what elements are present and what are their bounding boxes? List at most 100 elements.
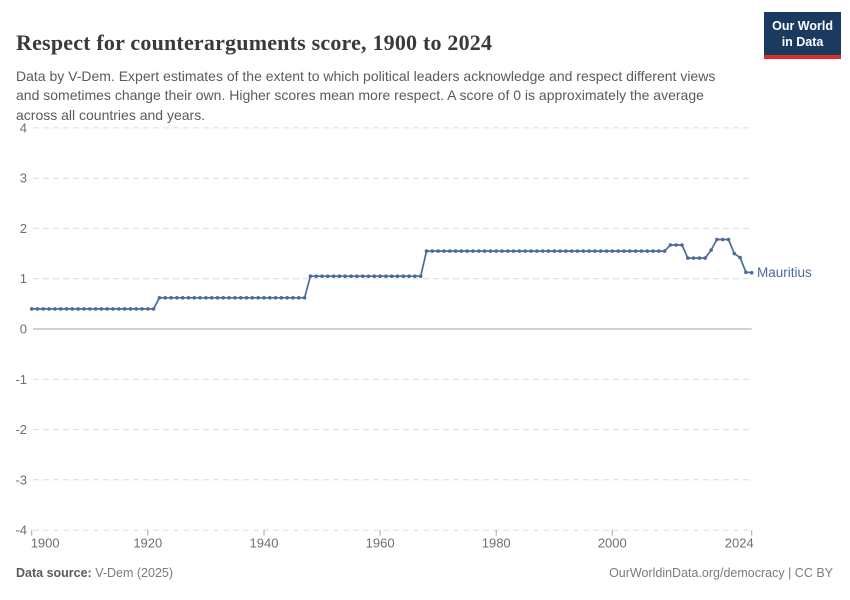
data-point[interactable] (58, 307, 63, 311)
data-point[interactable] (151, 307, 156, 311)
data-point[interactable] (720, 237, 725, 242)
data-point[interactable] (662, 249, 667, 253)
data-point[interactable] (355, 274, 359, 279)
data-point[interactable] (256, 296, 261, 300)
data-point[interactable] (552, 249, 557, 253)
data-point[interactable] (633, 249, 638, 253)
data-point[interactable] (459, 249, 464, 253)
data-point[interactable] (453, 249, 458, 253)
data-point[interactable] (209, 296, 214, 300)
data-point[interactable] (35, 307, 40, 311)
data-point[interactable] (128, 307, 133, 311)
data-point[interactable] (343, 274, 348, 279)
data-point[interactable] (111, 307, 115, 311)
data-point[interactable] (163, 296, 167, 300)
data-point[interactable] (82, 307, 86, 311)
series-line[interactable] (31, 238, 752, 310)
data-point[interactable] (442, 249, 446, 253)
data-point[interactable] (76, 307, 80, 311)
data-point[interactable] (198, 296, 202, 300)
data-point[interactable] (604, 249, 609, 253)
data-point[interactable] (308, 274, 313, 279)
data-point[interactable] (616, 249, 620, 253)
data-point[interactable] (488, 249, 493, 253)
data-point[interactable] (169, 296, 173, 300)
data-point[interactable] (709, 248, 713, 252)
data-point[interactable] (413, 274, 417, 279)
data-point[interactable] (407, 274, 411, 279)
data-point[interactable] (204, 296, 208, 300)
data-point[interactable] (645, 249, 649, 253)
data-point[interactable] (134, 307, 138, 311)
data-point[interactable] (430, 249, 435, 253)
data-point[interactable] (157, 296, 162, 300)
data-point[interactable] (749, 270, 754, 275)
data-point[interactable] (291, 296, 295, 300)
data-point[interactable] (53, 307, 57, 311)
data-point[interactable] (64, 307, 69, 311)
data-point[interactable] (47, 307, 51, 311)
data-point[interactable] (320, 274, 324, 279)
data-point[interactable] (686, 256, 690, 260)
data-point[interactable] (122, 307, 127, 311)
data-point[interactable] (523, 249, 527, 253)
data-point[interactable] (302, 296, 307, 300)
data-point[interactable] (529, 249, 533, 253)
data-point[interactable] (610, 249, 615, 253)
data-point[interactable] (93, 307, 98, 311)
data-point[interactable] (378, 274, 382, 279)
data-point[interactable] (482, 249, 487, 253)
series-label-mauritius[interactable]: Mauritius (757, 265, 812, 280)
data-point[interactable] (238, 296, 243, 300)
data-point[interactable] (744, 270, 748, 275)
data-point[interactable] (575, 249, 580, 253)
data-point[interactable] (564, 249, 568, 253)
data-point[interactable] (622, 249, 626, 253)
data-point[interactable] (140, 307, 144, 311)
data-point[interactable] (424, 249, 429, 253)
data-point[interactable] (227, 296, 231, 300)
data-point[interactable] (500, 249, 504, 253)
data-point[interactable] (732, 251, 737, 256)
owid-logo[interactable]: Our World in Data (764, 12, 841, 59)
data-point[interactable] (465, 249, 470, 253)
data-point[interactable] (175, 296, 179, 300)
data-point[interactable] (70, 307, 75, 311)
data-point[interactable] (703, 256, 707, 260)
data-point[interactable] (494, 249, 499, 253)
data-point[interactable] (389, 274, 394, 279)
data-point[interactable] (186, 296, 191, 300)
data-point[interactable] (581, 249, 586, 253)
data-point[interactable] (192, 296, 197, 300)
data-point[interactable] (233, 296, 237, 300)
data-point[interactable] (180, 296, 185, 300)
data-point[interactable] (558, 249, 562, 253)
data-point[interactable] (273, 296, 278, 300)
data-point[interactable] (337, 274, 342, 279)
data-point[interactable] (372, 274, 377, 279)
data-point[interactable] (262, 296, 266, 300)
data-point[interactable] (395, 274, 400, 279)
data-point[interactable] (146, 307, 150, 311)
data-point[interactable] (117, 307, 121, 311)
data-point[interactable] (105, 307, 109, 311)
data-point[interactable] (651, 249, 655, 253)
data-point[interactable] (384, 274, 388, 279)
data-point[interactable] (88, 307, 92, 311)
data-point[interactable] (401, 274, 406, 279)
data-point[interactable] (546, 249, 551, 253)
data-point[interactable] (628, 249, 632, 253)
data-point[interactable] (715, 237, 719, 242)
data-point[interactable] (511, 249, 516, 253)
footer-license-link[interactable]: OurWorldinData.org/democracy | CC BY (609, 566, 833, 580)
data-point[interactable] (268, 296, 272, 300)
data-point[interactable] (691, 256, 696, 260)
data-point[interactable] (448, 249, 452, 253)
data-point[interactable] (250, 296, 255, 300)
data-point[interactable] (360, 274, 365, 279)
data-point[interactable] (221, 296, 226, 300)
data-point[interactable] (506, 249, 510, 253)
data-point[interactable] (99, 307, 104, 311)
data-point[interactable] (471, 249, 475, 253)
